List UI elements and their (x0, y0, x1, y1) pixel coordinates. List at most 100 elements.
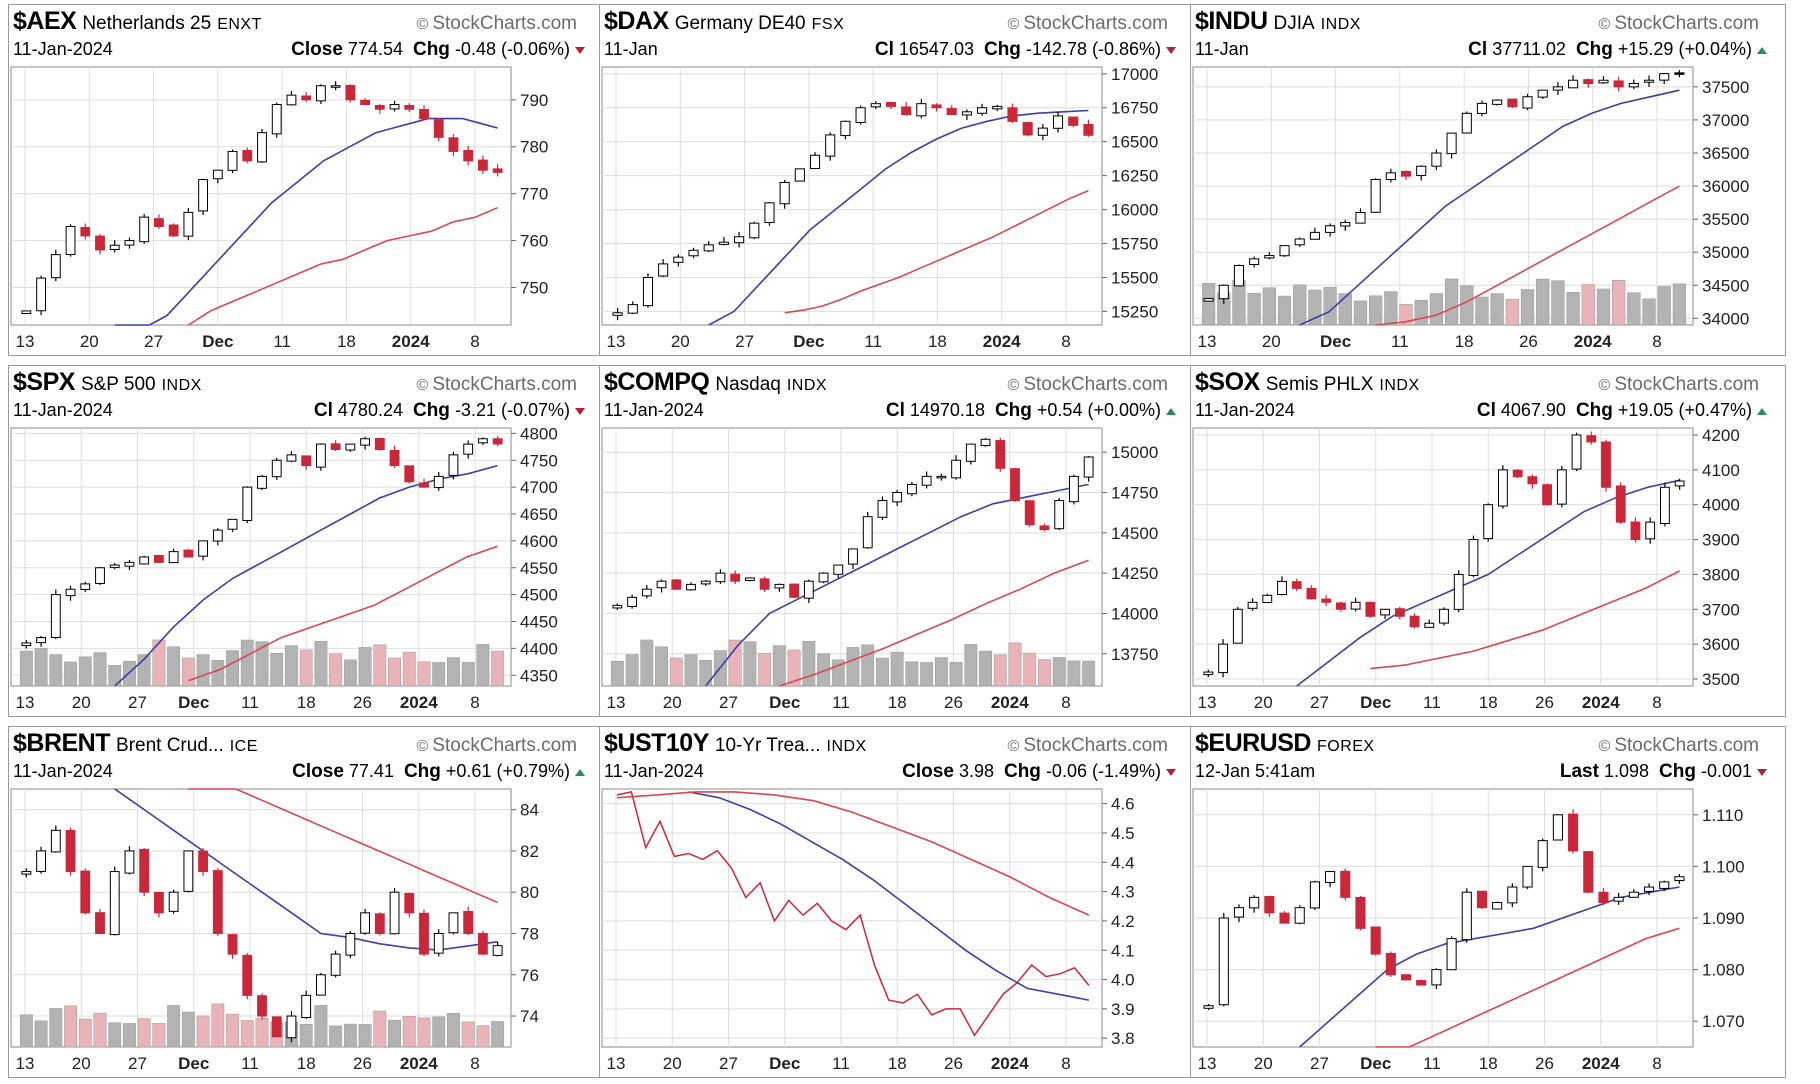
candle-body (95, 235, 105, 251)
quote-values: Close 3.98 Chg -0.06 (-1.49%) (902, 761, 1176, 783)
symbol-label[interactable]: $COMPQ (604, 368, 710, 396)
moving-average-slow (617, 791, 1090, 916)
chart-panel-dax[interactable]: $DAX Germany DE40 FSX © StockCharts.com 11-Ja… (599, 4, 1195, 356)
quote-line: 11-Jan-2024 Cl 14970.18 Chg +0.54 (+0.00%) (600, 400, 1194, 422)
y-tick-label: 14750 (1111, 484, 1158, 503)
candle-body (330, 85, 341, 88)
candle-body (1583, 79, 1594, 85)
candle-body (1431, 152, 1442, 167)
plot-area[interactable]: 1.110 1.100 1.090 1.080 1.070 13 20 27 Dec 11 18 26… (1191, 787, 1785, 1077)
plot-area[interactable]: 15000 14750 14500 14250 14000 13750 13 20 27 Dec 1… (600, 426, 1194, 716)
y-tick-label: 4800 (520, 426, 558, 443)
volume-bar (64, 661, 77, 687)
candle-body (1586, 435, 1597, 443)
candle-body (1446, 938, 1457, 971)
candle-body (1571, 434, 1582, 470)
chart-panel-spx[interactable]: $SPX S&P 500 INDX © StockCharts.com 11-Jan-20… (8, 365, 604, 717)
candle-body (65, 829, 76, 873)
quote-line: 11-Jan-2024 Close 3.98 Chg -0.06 (-1.49%) (600, 761, 1194, 783)
candle-body (1409, 615, 1420, 628)
x-tick-label: 18 (337, 332, 356, 351)
source-text: StockCharts.com (432, 374, 577, 395)
copyright-icon: © (1598, 16, 1611, 33)
candle-body (641, 588, 652, 597)
exchange-label: INDX (161, 377, 202, 394)
x-tick-label: 26 (944, 1054, 963, 1073)
candle-body (153, 218, 164, 227)
volume-bar (196, 1015, 210, 1048)
chart-panel-ust10y[interactable]: $UST10Y 10-Yr Trea... INDX © StockCharts.com… (599, 726, 1195, 1078)
volume-bar (314, 641, 328, 687)
x-tick-label: 8 (1061, 332, 1070, 351)
symbol-label[interactable]: $EURUSD (1195, 729, 1311, 757)
symbol-label[interactable]: $SOX (1195, 368, 1260, 396)
y-tick-label: 16500 (1111, 133, 1158, 152)
symbol-label[interactable]: $DAX (604, 7, 669, 35)
plot-area[interactable]: 4800 4750 4700 4650 4600 4550 4500 4450 4400 4350… (9, 426, 603, 716)
plot-area[interactable]: 4.6 4.5 4.4 4.3 4.2 4.1 4.0 3.9 3.8 13 20 27 Dec 11 18… (600, 787, 1194, 1077)
plot-area[interactable]: 4200 4100 4000 3900 3800 3700 3600 3500 13 20 27 De… (1191, 426, 1785, 716)
x-tick-label: 2024 (392, 332, 430, 351)
volume-bar (476, 1025, 490, 1048)
chart-panel-sox[interactable]: $SOX Semis PHLX INDX © StockCharts.com 11-Jan… (1190, 365, 1786, 717)
candle-body (1294, 238, 1305, 246)
plot-area[interactable]: 17000 16750 16500 16250 16000 15750 15500 15250… (600, 65, 1194, 355)
volume-bar (802, 641, 816, 687)
chart-panel-brent[interactable]: $BRENT Brent Crud... ICE © StockCharts.com 11… (8, 726, 604, 1078)
chart-panel-eurusd[interactable]: $EURUSD FOREX © StockCharts.com 12-Jan 5:41a… (1190, 726, 1786, 1078)
symbol-label[interactable]: $UST10Y (604, 729, 709, 757)
y-tick-label: 17000 (1111, 65, 1158, 84)
candle-body (433, 475, 444, 489)
y-tick-label: 780 (520, 138, 548, 157)
volume-bar (78, 1018, 92, 1048)
volume-bar (432, 1016, 446, 1048)
chart-header: $COMPQ Nasdaq INDX (604, 368, 827, 396)
candle-body (1294, 907, 1305, 924)
candle-body (1277, 580, 1287, 596)
plot-area[interactable]: 790 780 770 760 750 13 20 27 Dec 11 18 2024 8 (9, 65, 603, 355)
symbol-label[interactable]: $AEX (13, 7, 77, 35)
value-label: Cl (313, 400, 333, 421)
candle-body (227, 934, 238, 955)
source-logo: © StockCharts.com (417, 374, 577, 396)
candle-body (744, 577, 755, 581)
source-text: StockCharts.com (1023, 374, 1168, 395)
candle-body (1007, 107, 1018, 122)
candle-body (374, 913, 385, 934)
up-arrow-icon (575, 768, 585, 776)
chart-panel-aex[interactable]: $AEX Netherlands 25 ENXT © StockCharts.com 11… (8, 4, 604, 356)
volume-bar (684, 654, 698, 687)
symbol-label[interactable]: $INDU (1195, 7, 1268, 35)
plot-area[interactable]: 37500 37000 36500 36000 35500 35000 34500 34000… (1191, 65, 1785, 355)
volume-bar (343, 1023, 357, 1048)
candle-body (80, 226, 91, 237)
x-tick-label: 2024 (400, 1054, 438, 1073)
quote-date: 11-Jan-2024 (13, 400, 113, 420)
y-tick-label: 750 (520, 278, 548, 297)
x-tick-label: Dec (1360, 1054, 1391, 1073)
value-label: Cl (1476, 400, 1496, 421)
x-tick-label: 13 (1198, 332, 1217, 351)
candle-body (286, 454, 297, 462)
candle-body (995, 440, 1006, 469)
candle-body (901, 106, 912, 116)
volume-bar (1444, 278, 1459, 326)
symbol-label[interactable]: $BRENT (13, 729, 111, 757)
candle-body (1279, 245, 1290, 257)
volume-bar (447, 1013, 460, 1048)
candle-body (1659, 881, 1670, 889)
symbol-label[interactable]: $SPX (13, 368, 75, 396)
chart-panel-compq[interactable]: $COMPQ Nasdaq INDX © StockCharts.com 11-Jan-2… (599, 365, 1195, 717)
candle-body (315, 85, 326, 102)
volume-bar (240, 1020, 254, 1048)
volume-bar (1067, 660, 1081, 687)
exchange-label: INDX (1320, 16, 1361, 33)
candle-body (1355, 212, 1366, 224)
quote-line: 11-Jan-2024 Cl 4780.24 Chg -3.21 (-0.07%) (9, 400, 603, 422)
volume-bar (49, 654, 63, 687)
candle-body (492, 945, 503, 956)
chart-panel-indu[interactable]: $INDU DJIA INDX © StockCharts.com 11-Jan Cl 37… (1190, 4, 1786, 356)
volume-bar (34, 648, 48, 687)
candle-body (1416, 980, 1427, 986)
plot-area[interactable]: 84 82 80 78 76 74 13 20 27 Dec 11 18 26 2024 8 (9, 787, 603, 1077)
